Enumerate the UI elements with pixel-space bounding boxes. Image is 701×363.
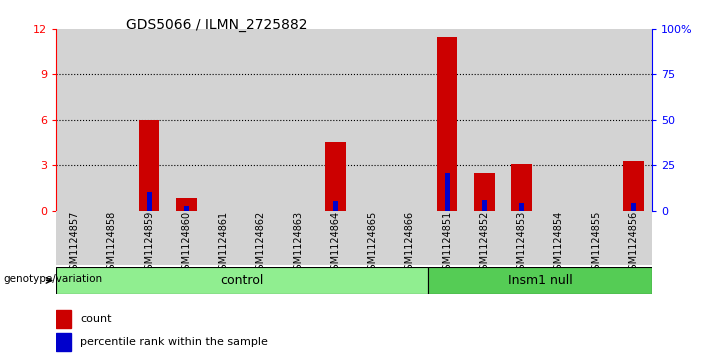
Bar — [391, 29, 428, 211]
Bar — [631, 203, 636, 211]
Text: GSM1124857: GSM1124857 — [69, 211, 80, 276]
Bar — [176, 199, 197, 211]
Text: GSM1124863: GSM1124863 — [293, 211, 303, 276]
Bar — [391, 211, 428, 265]
Bar — [623, 160, 644, 211]
Bar — [333, 201, 338, 211]
Text: percentile rank within the sample: percentile rank within the sample — [80, 337, 268, 347]
Text: GSM1124864: GSM1124864 — [330, 211, 341, 276]
Bar — [93, 29, 130, 211]
Bar — [56, 29, 93, 211]
Bar — [280, 211, 317, 265]
Bar — [243, 29, 280, 211]
Bar — [578, 211, 615, 265]
Bar — [317, 29, 354, 211]
Bar — [130, 211, 168, 265]
Bar — [56, 267, 428, 294]
Bar — [511, 164, 532, 211]
Text: GSM1124865: GSM1124865 — [367, 211, 378, 276]
Bar — [56, 211, 93, 265]
Text: GDS5066 / ILMN_2725882: GDS5066 / ILMN_2725882 — [126, 18, 308, 32]
Bar — [540, 29, 578, 211]
Bar — [578, 29, 615, 211]
Text: GSM1124858: GSM1124858 — [107, 211, 117, 276]
Text: GSM1124862: GSM1124862 — [256, 211, 266, 276]
Bar — [465, 211, 503, 265]
Bar — [325, 143, 346, 211]
Text: GSM1124859: GSM1124859 — [144, 211, 154, 276]
Bar — [503, 29, 540, 211]
Bar — [428, 267, 652, 294]
Text: GSM1124861: GSM1124861 — [219, 211, 229, 276]
Text: control: control — [221, 274, 264, 287]
Text: GSM1124851: GSM1124851 — [442, 211, 452, 276]
Bar — [147, 192, 151, 211]
Bar — [93, 211, 130, 265]
Text: GSM1124852: GSM1124852 — [479, 211, 489, 276]
Text: count: count — [80, 314, 111, 324]
Bar — [428, 29, 465, 211]
Bar — [243, 211, 280, 265]
Bar — [465, 29, 503, 211]
Text: GSM1124853: GSM1124853 — [517, 211, 526, 276]
Text: GSM1124860: GSM1124860 — [182, 211, 191, 276]
Bar — [615, 211, 652, 265]
Bar — [428, 211, 465, 265]
Bar — [444, 173, 449, 211]
Bar — [56, 310, 71, 328]
Bar — [317, 211, 354, 265]
Text: Insm1 null: Insm1 null — [508, 274, 573, 287]
Bar — [205, 211, 243, 265]
Bar — [615, 29, 652, 211]
Text: GSM1124855: GSM1124855 — [591, 211, 601, 276]
Bar — [503, 211, 540, 265]
Bar — [205, 29, 243, 211]
Text: genotype/variation: genotype/variation — [4, 274, 102, 284]
Text: GSM1124866: GSM1124866 — [405, 211, 415, 276]
Bar — [168, 29, 205, 211]
Bar — [474, 173, 495, 211]
Bar — [354, 211, 391, 265]
Bar — [540, 211, 578, 265]
Bar — [280, 29, 317, 211]
Bar — [437, 37, 457, 211]
Bar — [139, 120, 159, 211]
Bar — [130, 29, 168, 211]
Bar — [56, 333, 71, 351]
Bar — [184, 206, 189, 211]
Bar — [482, 200, 487, 211]
Bar — [519, 203, 524, 211]
Bar — [168, 211, 205, 265]
Text: GSM1124856: GSM1124856 — [628, 211, 639, 276]
Text: GSM1124854: GSM1124854 — [554, 211, 564, 276]
Bar — [354, 29, 391, 211]
